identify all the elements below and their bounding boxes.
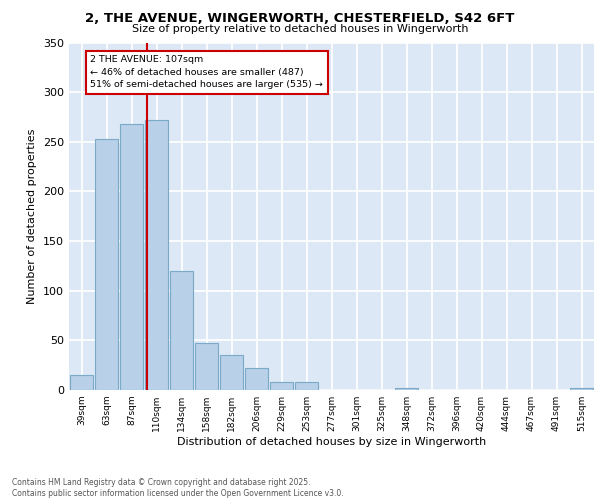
Y-axis label: Number of detached properties: Number of detached properties — [28, 128, 37, 304]
Bar — [170, 271, 193, 390]
X-axis label: Distribution of detached houses by size in Wingerworth: Distribution of detached houses by size … — [177, 437, 486, 447]
Bar — [395, 388, 418, 390]
Text: Contains HM Land Registry data © Crown copyright and database right 2025.
Contai: Contains HM Land Registry data © Crown c… — [12, 478, 344, 498]
Bar — [145, 120, 168, 390]
Bar — [95, 139, 118, 390]
Text: 2 THE AVENUE: 107sqm
← 46% of detached houses are smaller (487)
51% of semi-deta: 2 THE AVENUE: 107sqm ← 46% of detached h… — [90, 56, 323, 90]
Text: 2, THE AVENUE, WINGERWORTH, CHESTERFIELD, S42 6FT: 2, THE AVENUE, WINGERWORTH, CHESTERFIELD… — [85, 12, 515, 26]
Bar — [70, 375, 93, 390]
Bar — [570, 388, 593, 390]
Bar — [295, 382, 318, 390]
Bar — [245, 368, 268, 390]
Bar — [220, 355, 243, 390]
Text: Size of property relative to detached houses in Wingerworth: Size of property relative to detached ho… — [132, 24, 468, 34]
Bar — [195, 344, 218, 390]
Bar — [120, 124, 143, 390]
Bar — [270, 382, 293, 390]
